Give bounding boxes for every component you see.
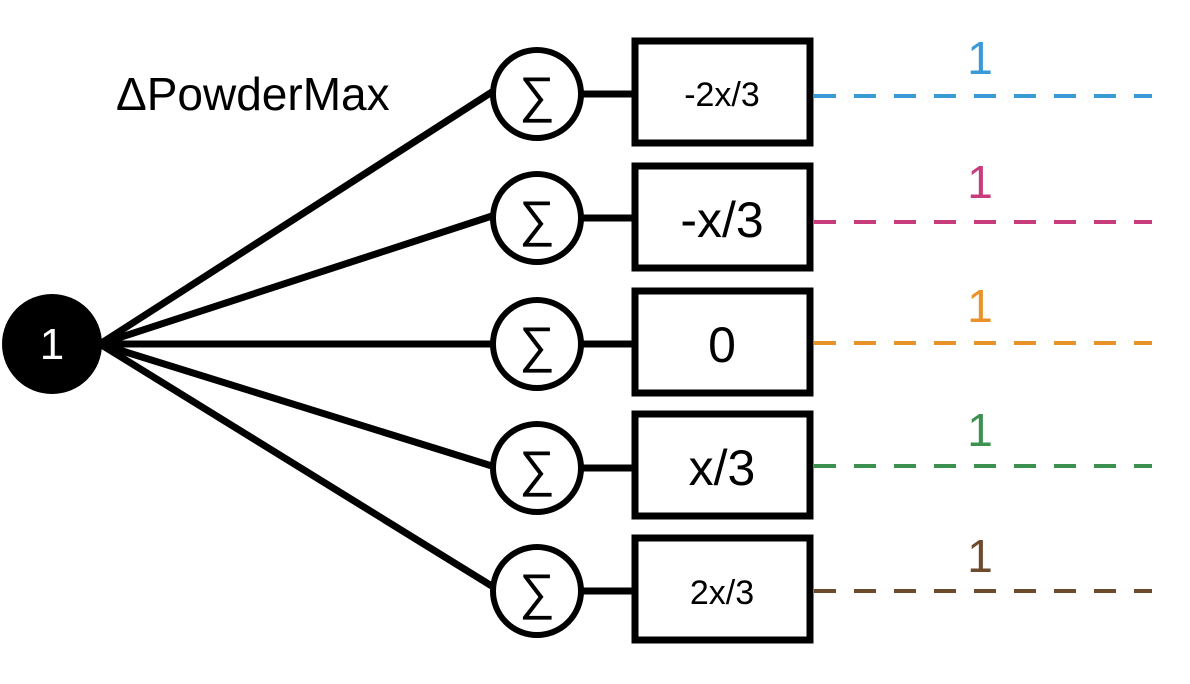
row-1: ∑ -2x/3 1	[490, 32, 1152, 147]
weight-label-5: 1	[967, 530, 993, 582]
function-box-5	[631, 534, 814, 644]
sum-symbol-4: ∑	[519, 441, 555, 497]
function-label-3: 0	[708, 317, 736, 373]
sum-symbol-2: ∑	[519, 191, 555, 247]
function-box-4	[631, 410, 814, 520]
sum-symbol-3: ∑	[519, 317, 555, 373]
edge-to-sum-4	[96, 340, 496, 470]
input-node-label: 1	[40, 320, 64, 369]
weight-label-4: 1	[967, 404, 993, 456]
weight-label-2: 1	[967, 156, 993, 208]
function-label-1: -2x/3	[684, 76, 760, 114]
weight-label-3: 1	[967, 280, 993, 332]
function-box-1	[631, 37, 814, 147]
edge-to-sum-2	[96, 212, 496, 348]
row-4: ∑ x/3 1	[490, 404, 1152, 520]
weight-label-1: 1	[967, 32, 993, 84]
row-5: ∑ 2x/3 1	[490, 530, 1152, 644]
function-box-3	[631, 287, 814, 397]
sum-symbol-5: ∑	[519, 564, 555, 620]
input-edges	[96, 86, 499, 592]
input-node-circle	[2, 294, 102, 394]
input-node: 1	[2, 294, 102, 394]
function-box-2	[631, 162, 814, 272]
edge-to-sum-5	[96, 340, 499, 592]
row-3: ∑ 0 1	[490, 280, 1152, 397]
edge-label: ΔPowderMax	[116, 68, 390, 120]
function-label-4: x/3	[689, 440, 756, 496]
row-2: ∑ -x/3 1	[490, 156, 1152, 272]
function-label-2: -x/3	[680, 192, 763, 248]
function-label-5: 2x/3	[690, 574, 754, 612]
sum-symbol-1: ∑	[519, 67, 555, 123]
edge-to-sum-1	[96, 86, 499, 348]
